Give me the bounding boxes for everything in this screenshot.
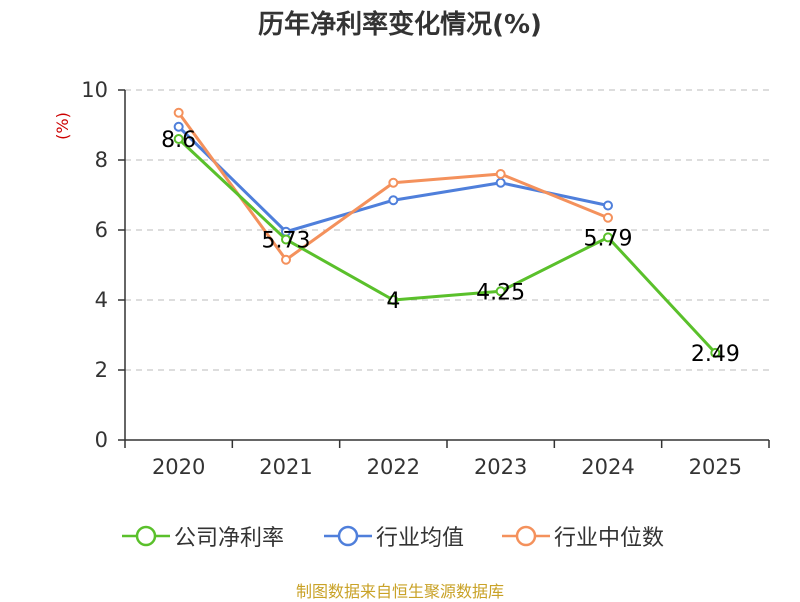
data-point — [603, 212, 613, 223]
data-point — [388, 295, 399, 305]
data-label: 8.6 — [161, 128, 196, 153]
data-point — [388, 195, 399, 206]
x-tick-label: 2023 — [474, 455, 527, 479]
series-line — [177, 137, 717, 354]
y-tick-label: 6 — [95, 218, 108, 242]
legend-label: 行业均值 — [376, 526, 465, 551]
legend-marker-icon — [324, 525, 372, 547]
legend-label: 公司净利率 — [174, 526, 285, 551]
x-tick-label: 2021 — [259, 455, 312, 479]
data-point — [173, 121, 184, 132]
data-point — [388, 177, 399, 188]
legend-item-company[interactable]: 公司净利率 — [122, 519, 284, 553]
data-point — [495, 177, 506, 188]
y-axis-title: (%) — [53, 112, 72, 140]
chart-title: 历年净利率变化情况(%) — [258, 10, 542, 40]
data-point — [710, 347, 721, 358]
y-tick-label: 2 — [95, 358, 108, 382]
data-point — [603, 200, 613, 211]
y-tick-label: 10 — [81, 78, 108, 102]
data-label: 5.73 — [262, 228, 311, 253]
data-point — [173, 134, 184, 144]
y-tick-label: 8 — [95, 148, 108, 172]
legend-item-industry-mean[interactable]: 行业均值 — [324, 519, 464, 553]
data-point — [495, 286, 506, 297]
data-label: 4 — [386, 289, 400, 314]
legend-item-industry-median[interactable]: 行业中位数 — [502, 519, 664, 553]
legend-marker-icon — [502, 525, 550, 547]
data-label: 4.25 — [476, 280, 525, 305]
x-tick-label: 2025 — [689, 455, 742, 479]
x-tick-label: 2024 — [581, 455, 634, 479]
x-tick-label: 2022 — [367, 455, 420, 479]
data-point — [281, 254, 291, 265]
chart-legend: 公司净利率 行业均值 行业中位数 — [0, 519, 800, 553]
legend-label: 行业中位数 — [554, 526, 665, 551]
y-tick-label: 4 — [95, 288, 108, 312]
data-point — [495, 169, 506, 179]
data-label: 2.49 — [691, 342, 740, 367]
data-point — [173, 107, 184, 118]
legend-marker-icon — [122, 525, 170, 547]
data-point — [281, 234, 291, 245]
x-tick-label: 2020 — [152, 455, 205, 479]
y-tick-label: 0 — [95, 428, 108, 452]
source-note: 制图数据来自恒生聚源数据库 — [295, 582, 504, 601]
data-point — [603, 232, 613, 243]
data-label: 5.79 — [584, 226, 633, 251]
